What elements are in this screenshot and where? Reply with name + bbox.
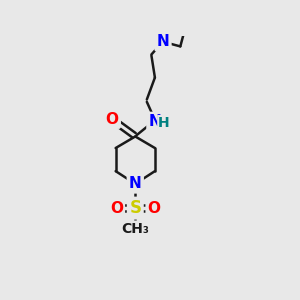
- Text: O: O: [148, 201, 161, 216]
- Text: N: N: [157, 34, 169, 49]
- Text: S: S: [129, 199, 141, 217]
- Text: O: O: [110, 201, 123, 216]
- Text: CH₃: CH₃: [121, 222, 149, 236]
- Text: N: N: [148, 114, 161, 129]
- Text: H: H: [158, 116, 170, 130]
- Text: N: N: [129, 176, 142, 191]
- Text: O: O: [106, 112, 119, 127]
